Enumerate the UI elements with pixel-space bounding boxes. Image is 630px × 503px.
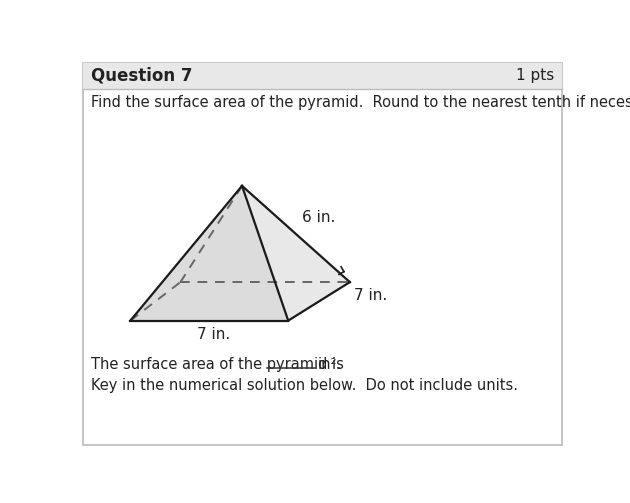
Polygon shape: [242, 186, 350, 320]
Text: 1 pts: 1 pts: [517, 68, 554, 83]
Text: 6 in.: 6 in.: [302, 210, 335, 224]
Polygon shape: [130, 186, 288, 320]
Text: 7 in.: 7 in.: [353, 289, 387, 303]
Text: 7 in.: 7 in.: [197, 327, 230, 342]
Text: Question 7: Question 7: [91, 67, 193, 85]
Text: in².: in².: [318, 357, 341, 372]
FancyBboxPatch shape: [83, 63, 563, 89]
FancyBboxPatch shape: [83, 63, 563, 445]
Text: The surface area of the pyramid is: The surface area of the pyramid is: [91, 357, 344, 372]
Polygon shape: [180, 186, 350, 282]
Text: Find the surface area of the pyramid.  Round to the nearest tenth if necessary.: Find the surface area of the pyramid. Ro…: [91, 95, 630, 110]
Polygon shape: [130, 186, 242, 320]
Polygon shape: [130, 282, 350, 320]
Text: Key in the numerical solution below.  Do not include units.: Key in the numerical solution below. Do …: [91, 378, 518, 393]
